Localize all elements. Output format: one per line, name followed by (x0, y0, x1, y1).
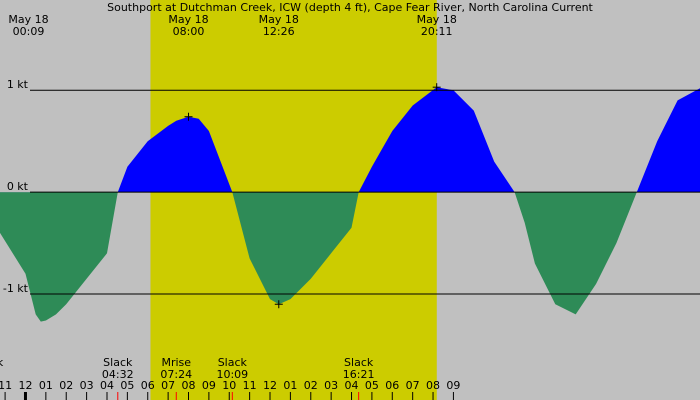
top-time-label: 00:09 (13, 25, 45, 38)
top-time-label: 12:26 (263, 25, 295, 38)
y-tick-label: 0 kt (7, 180, 29, 193)
flood-area (117, 87, 700, 193)
event-time: 04:32 (102, 368, 134, 381)
event-label: Slack (103, 356, 133, 369)
hour-tick-label: 10 (222, 379, 236, 392)
hour-tick-label: 05 (365, 379, 379, 392)
hour-tick-label: 04 (345, 379, 359, 392)
hour-tick-label: 01 (283, 379, 297, 392)
y-axis-labels: 1 kt 0 kt -1 kt (3, 78, 29, 295)
hour-tick-label: 02 (59, 379, 73, 392)
top-date-label: May 18 (8, 13, 48, 26)
ebb-area (0, 192, 700, 322)
hour-tick-label: 06 (141, 379, 155, 392)
hour-ticks: 11 12 01 02 03 04 05 06 07 08 09 10 11 12 01 02 03 04 05 06… (0, 379, 460, 400)
event-label: Slack (218, 356, 248, 369)
top-time-label: 20:11 (421, 25, 453, 38)
top-date-label: May 18 (417, 13, 457, 26)
top-time-label: 08:00 (173, 25, 205, 38)
hour-tick-label: 02 (304, 379, 318, 392)
hour-tick-label: 01 (39, 379, 53, 392)
event-label: Slack (344, 356, 374, 369)
hour-tick-label: 12 (263, 379, 277, 392)
hour-tick-label: 03 (324, 379, 338, 392)
hour-tick-label: 03 (80, 379, 94, 392)
hour-tick-label: 12 (18, 379, 32, 392)
hour-tick-label: 06 (385, 379, 399, 392)
y-tick-label: -1 kt (3, 282, 29, 295)
hour-tick-label: 04 (100, 379, 114, 392)
hour-tick-label: 07 (406, 379, 420, 392)
hour-tick-label: 11 (243, 379, 257, 392)
event-labels: kSlack04:32Mrise07:24Slack10:09Slack16:2… (0, 356, 375, 400)
event-label: Mrise (161, 356, 191, 369)
event-label: k (0, 356, 4, 369)
event-time: 10:09 (216, 368, 248, 381)
reference-lines (30, 89, 700, 295)
top-date-label: May 18 (259, 13, 299, 26)
hour-tick-label: 09 (446, 379, 460, 392)
hour-tick-label: 07 (161, 379, 175, 392)
hour-tick-label: 05 (120, 379, 134, 392)
top-date-label: May 18 (168, 13, 208, 26)
hour-tick-label: 09 (202, 379, 216, 392)
chart-title: Southport at Dutchman Creek, ICW (depth … (107, 1, 593, 14)
event-time: 07:24 (160, 368, 192, 381)
hour-tick-label: 08 (182, 379, 196, 392)
event-time: 16:21 (343, 368, 375, 381)
y-tick-label: 1 kt (7, 78, 29, 91)
hour-tick-label: 08 (426, 379, 440, 392)
hour-tick-label: 11 (0, 379, 12, 392)
